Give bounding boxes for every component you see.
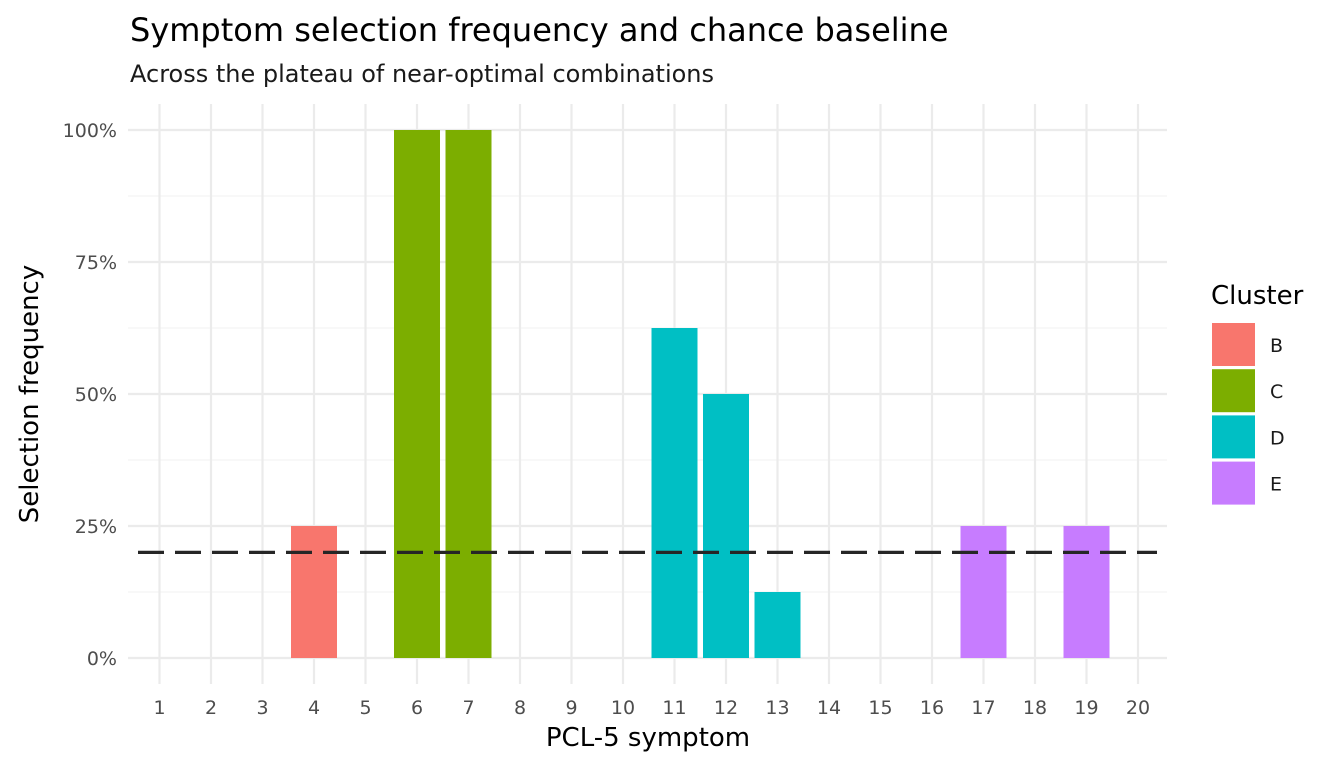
bars <box>291 130 1110 658</box>
gridlines <box>128 104 1167 684</box>
legend-label-B: B <box>1270 335 1283 357</box>
bar-symptom-17 <box>960 526 1007 658</box>
x-tick-label: 8 <box>514 697 526 719</box>
x-tick-label: 11 <box>662 697 686 719</box>
x-tick-label: 15 <box>868 697 892 719</box>
legend-key-C <box>1212 369 1255 413</box>
bar-symptom-13 <box>754 592 801 658</box>
bar-symptom-19 <box>1063 526 1110 658</box>
bar-symptom-6 <box>394 130 440 658</box>
bar-symptom-12 <box>703 394 749 658</box>
x-tick-label: 5 <box>359 697 371 719</box>
legend-key-D <box>1212 415 1255 459</box>
legend-label-C: C <box>1270 381 1283 403</box>
x-tick-label: 4 <box>308 697 320 719</box>
legend-key-E <box>1212 461 1255 505</box>
bar-symptom-11 <box>651 328 698 658</box>
y-axis-ticks: 0% 25% 50% 75% 100% <box>63 120 117 670</box>
y-tick-label: 0% <box>87 648 117 670</box>
x-tick-label: 16 <box>920 697 944 719</box>
y-tick-label: 100% <box>63 120 117 142</box>
y-tick-label: 75% <box>75 252 117 274</box>
bar-symptom-4 <box>291 526 337 658</box>
x-tick-label: 1 <box>153 697 165 719</box>
x-tick-label: 20 <box>1126 697 1150 719</box>
legend-label-D: D <box>1270 427 1285 449</box>
y-tick-label: 25% <box>75 516 117 538</box>
legend-label-E: E <box>1270 474 1282 496</box>
legend-title: Cluster <box>1211 281 1304 311</box>
x-axis-title: PCL-5 symptom <box>546 723 750 753</box>
x-tick-label: 10 <box>611 697 635 719</box>
x-tick-label: 12 <box>714 697 738 719</box>
x-tick-label: 9 <box>565 697 577 719</box>
x-tick-label: 19 <box>1074 697 1098 719</box>
y-axis-title: Selection frequency <box>15 265 45 524</box>
x-tick-label: 17 <box>971 697 995 719</box>
legend: Cluster B C D E <box>1211 281 1304 505</box>
bar-symptom-7 <box>445 130 492 658</box>
x-tick-label: 6 <box>411 697 423 719</box>
chart-subtitle: Across the plateau of near-optimal combi… <box>130 60 714 88</box>
x-tick-label: 13 <box>765 697 789 719</box>
x-tick-label: 2 <box>205 697 217 719</box>
x-tick-label: 3 <box>256 697 268 719</box>
x-tick-label: 7 <box>462 697 474 719</box>
x-tick-label: 14 <box>817 697 841 719</box>
legend-key-B <box>1212 323 1255 366</box>
x-tick-label: 18 <box>1023 697 1047 719</box>
chart-title: Symptom selection frequency and chance b… <box>130 11 949 49</box>
x-axis-ticks: 1 2 3 4 5 6 7 8 9 10 11 12 13 14 15 16 17 18 19 20 <box>153 697 1150 719</box>
y-tick-label: 50% <box>75 384 117 406</box>
